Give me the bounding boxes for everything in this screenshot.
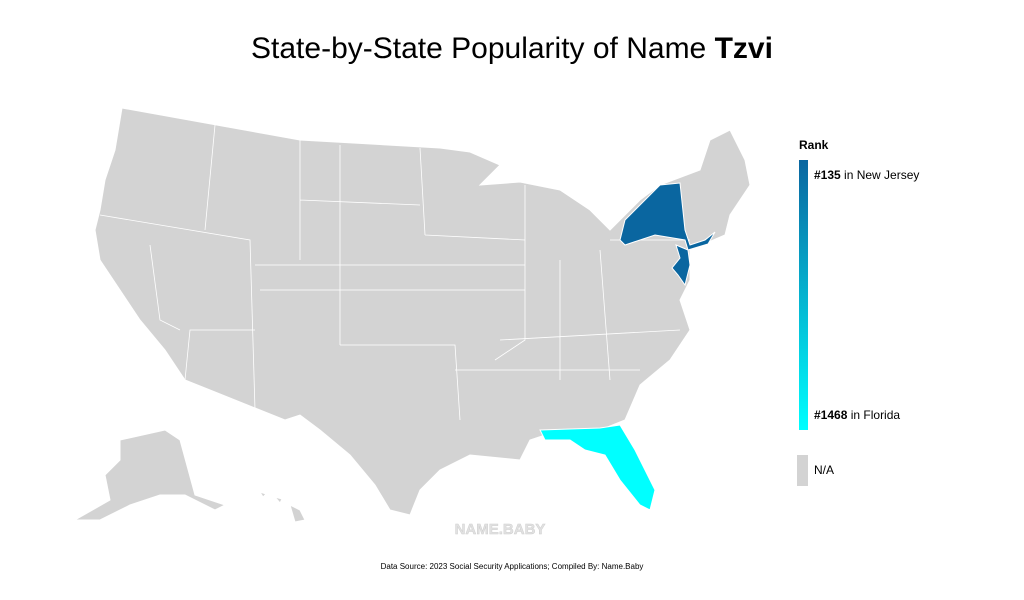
legend-title: Rank: [799, 138, 829, 152]
legend-na: N/A: [814, 463, 834, 477]
state-florida: [539, 424, 656, 511]
legend-na-swatch: [797, 455, 808, 486]
title-text: State-by-State Popularity of Name: [251, 32, 706, 65]
legend-top: #135 in New Jersey: [814, 168, 919, 182]
state-borders: [99, 124, 690, 421]
us-map: [73, 107, 751, 523]
legend-top-text: in New Jersey: [844, 168, 919, 182]
legend-bottom: #1468 in Florida: [814, 408, 900, 422]
legend-gradient: [799, 160, 808, 430]
title-name: Tzvi: [715, 32, 773, 65]
state-hawaii: [258, 491, 306, 523]
legend-top-rank: #135: [814, 168, 841, 182]
footer: Data Source: 2023 Social Security Applic…: [381, 562, 644, 571]
legend-bottom-rank: #1468: [814, 408, 848, 422]
state-alaska: [73, 429, 227, 521]
watermark: NAME.BABY: [455, 521, 546, 538]
state-new-jersey: [671, 244, 691, 287]
state-new-york: [619, 182, 716, 251]
legend-bottom-text: in Florida: [851, 408, 901, 422]
title: State-by-State Popularity of Name Tzvi: [251, 32, 773, 65]
state-shapes: [94, 107, 751, 516]
